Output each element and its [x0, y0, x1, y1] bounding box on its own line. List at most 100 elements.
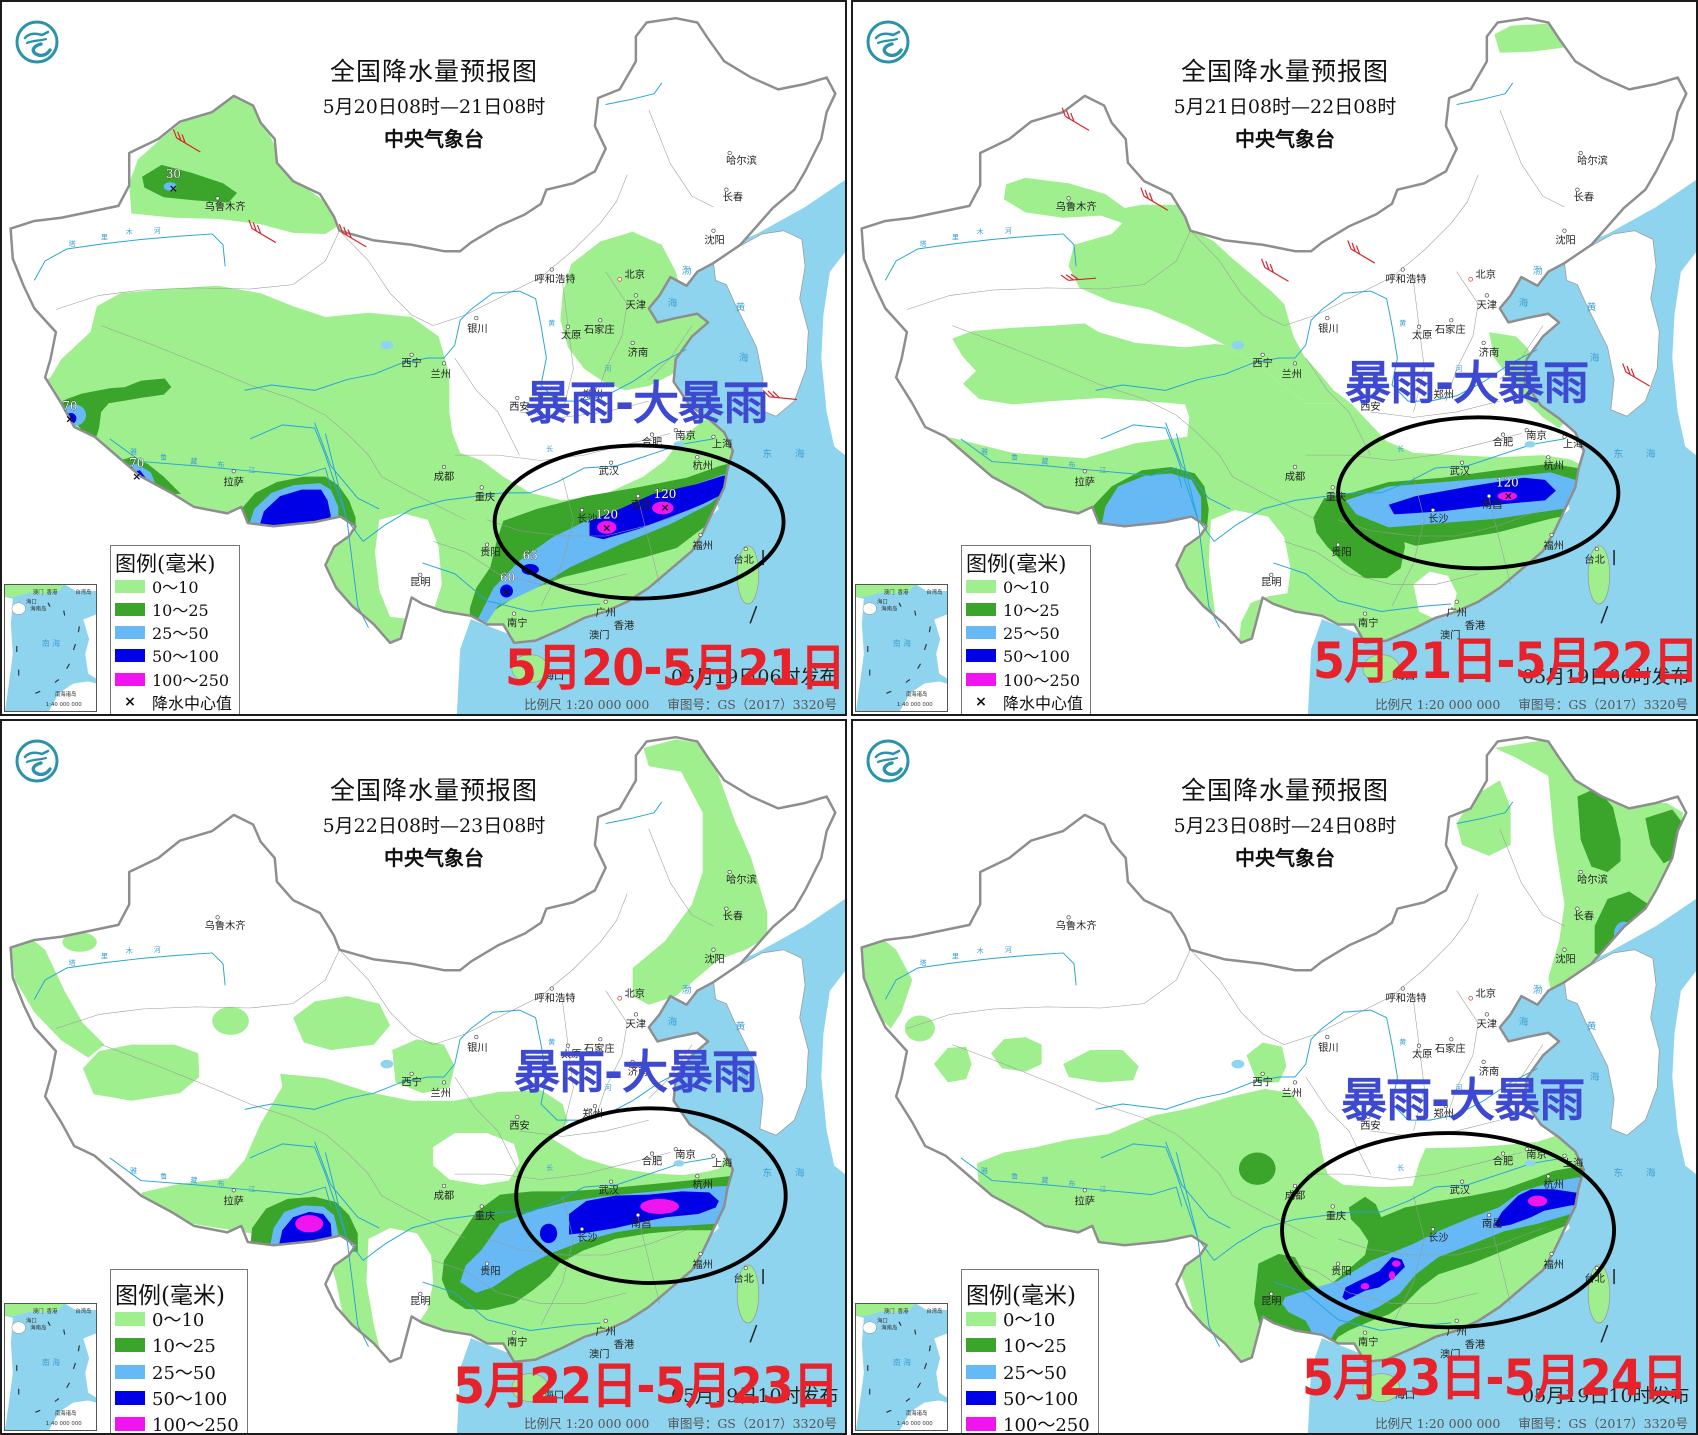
- forecast-panel-may21-22: 120 × 全国降水量预报图 5月21日08时—22日08时 中央气象台 暴雨-…: [851, 0, 1698, 716]
- legend-item-0-10mm: 0～10: [966, 578, 1050, 597]
- legend-swatch: [966, 1365, 996, 1379]
- rain-area-100-250mm: [1392, 1260, 1401, 1267]
- center-value-label: 70: [129, 456, 144, 470]
- center-marker-icon: ×: [169, 182, 178, 195]
- precipitation-map: 120 ×: [853, 2, 1696, 714]
- legend-label: 0～10: [1003, 1310, 1056, 1331]
- center-marker-icon: ×: [132, 470, 141, 483]
- legend-item-center-value: × 降水中心值: [966, 694, 1083, 713]
- review-number: 审图号：GS（2017）3320号: [1518, 1416, 1688, 1431]
- rain-area-0-10mm: [62, 932, 97, 952]
- heavy-rain-zone-ellipse: [492, 443, 786, 601]
- heavy-rain-zone-ellipse: [1336, 415, 1621, 571]
- legend-swatch: [115, 1312, 145, 1326]
- scale-text: 比例尺 1:20 000 000: [1375, 697, 1501, 712]
- legend-title: 图例(毫米): [966, 552, 1067, 576]
- precipitation-map: [853, 721, 1696, 1433]
- issuer: 中央气象台: [1235, 127, 1335, 151]
- rain-area-0-10mm: [1003, 177, 1352, 404]
- rain-area-50-100mm: [258, 489, 331, 529]
- legend-label: 50～100: [1003, 1389, 1079, 1410]
- legend-swatch: [966, 579, 996, 593]
- rain-area-0-10mm: [10, 285, 779, 683]
- issuer: 中央气象台: [1235, 846, 1335, 870]
- legend: 图例(毫米) 0～10 10～25 25～50 50～100 100～250 ×…: [961, 545, 1091, 714]
- rain-area-10-25mm: [49, 378, 172, 443]
- date-range-overlay: 5月20-5月21日: [505, 639, 845, 697]
- heavy-rain-zone-ellipse: [514, 1106, 788, 1285]
- cma-logo-icon: [15, 20, 59, 64]
- legend-label: 25～50: [152, 1363, 216, 1384]
- issuer: 中央气象台: [384, 127, 484, 151]
- legend-item-50-100mm: 50～100: [966, 1389, 1078, 1410]
- legend-label: 10～25: [1003, 1336, 1067, 1357]
- warning-label: 暴雨-大暴雨: [1345, 356, 1589, 410]
- rain-area-10-25mm: [142, 164, 238, 203]
- legend-item-10-25mm: 10～25: [115, 601, 209, 620]
- rain-area-0-10mm: [293, 996, 391, 1051]
- rain-area-0-10mm: [990, 1037, 1042, 1072]
- legend-swatch: [115, 648, 145, 662]
- forecast-panel-may22-23: 全国降水量预报图 5月22日08时—23日08时 中央气象台 暴雨-大暴雨 图例…: [0, 719, 847, 1435]
- map-title: 全国降水量预报图: [1180, 776, 1389, 805]
- legend-item-0-10mm: 0～10: [115, 578, 199, 597]
- precipitation-center-values: 30 × 70 × 70 × 120 × 120 × 65 60 ×: [62, 167, 677, 599]
- rain-area-0-10mm: [904, 1015, 935, 1042]
- map-footer: 比例尺 1:20 000 000 审图号：GS（2017）3320号: [524, 1413, 837, 1432]
- center-marker-icon: ×: [124, 693, 136, 710]
- center-value-label: 120: [654, 487, 677, 501]
- forecast-panel-may23-24: 全国降水量预报图 5月23日08时—24日08时 中央气象台 暴雨-大暴雨 图例…: [851, 719, 1698, 1435]
- publish-time: 05月19日06时发布: [1522, 666, 1690, 688]
- legend-swatch: [115, 672, 145, 686]
- legend-item-0-10mm: 0～10: [115, 1310, 204, 1331]
- center-value-label: 60: [500, 570, 515, 584]
- forecast-panel-may20-21: 30 × 70 × 70 × 120 × 120 × 65 60 × 全国降水量…: [0, 0, 847, 716]
- south-china-sea-inset-map: [855, 584, 948, 712]
- legend-swatch: [115, 579, 145, 593]
- rain-area-100-250mm: [1360, 1283, 1370, 1290]
- map-footer: 比例尺 1:20 000 000 审图号：GS（2017）3320号: [1375, 694, 1688, 713]
- warning-label: 暴雨-大暴雨: [1341, 1073, 1585, 1127]
- forecast-period: 5月23日08时—24日08时: [1173, 815, 1397, 837]
- center-marker-icon: ×: [1504, 489, 1513, 502]
- forecast-period: 5月22日08时—23日08时: [322, 815, 546, 837]
- review-number: 审图号：GS（2017）3320号: [1518, 697, 1688, 712]
- legend-item-50-100mm: 50～100: [966, 647, 1070, 666]
- map-title: 全国降水量预报图: [329, 776, 538, 805]
- rain-area-100-250mm: [640, 1198, 679, 1215]
- legend-label: 10～25: [152, 601, 209, 620]
- legend-label: 50～100: [152, 647, 219, 666]
- rain-area-10-25mm: [1577, 787, 1621, 873]
- rain-area-50-100mm: [1494, 1189, 1597, 1227]
- legend-item-0-10mm: 0～10: [966, 1310, 1055, 1331]
- legend-label: 10～25: [152, 1336, 216, 1357]
- legend-item-100-250mm: 100～250: [966, 671, 1080, 690]
- center-marker-icon: ×: [602, 522, 611, 535]
- rain-area-50-100mm: [521, 564, 539, 575]
- legend-item-100-250mm: 100～250: [966, 1415, 1090, 1433]
- heavy-rain-zone-ellipse: [1280, 1131, 1617, 1330]
- rain-area-10-25mm: [1238, 1152, 1276, 1185]
- legend-item-10-25mm: 10～25: [966, 1336, 1067, 1357]
- rain-area-0-10mm: [933, 1046, 972, 1083]
- rain-area-50-100mm: [500, 584, 513, 598]
- legend-swatch: [966, 1417, 996, 1431]
- rain-area-0-10mm: [10, 936, 105, 1058]
- forecast-period: 5月20日08时—21日08时: [322, 96, 546, 118]
- center-marker-icon: ×: [65, 413, 74, 426]
- legend-label: 25～50: [1003, 1363, 1067, 1384]
- south-china-sea-inset-map: [855, 1303, 948, 1431]
- legend-label: 50～100: [1003, 647, 1070, 666]
- legend-swatch: [115, 1338, 145, 1352]
- rain-area-100-250mm: [295, 1215, 324, 1233]
- legend-label: 100～250: [1003, 1415, 1090, 1435]
- center-value-label: 120: [1496, 475, 1519, 489]
- cma-logo-icon: [866, 20, 910, 64]
- map-title: 全国降水量预报图: [1180, 57, 1389, 86]
- center-marker-icon: ×: [502, 585, 511, 598]
- publish-time: 05月19日10时发布: [671, 1385, 839, 1407]
- south-china-sea-inset-map: [4, 584, 97, 712]
- rain-area-100-250mm: [1527, 1195, 1548, 1207]
- legend-swatch: [966, 648, 996, 662]
- rain-area-25-50mm: [1100, 473, 1202, 533]
